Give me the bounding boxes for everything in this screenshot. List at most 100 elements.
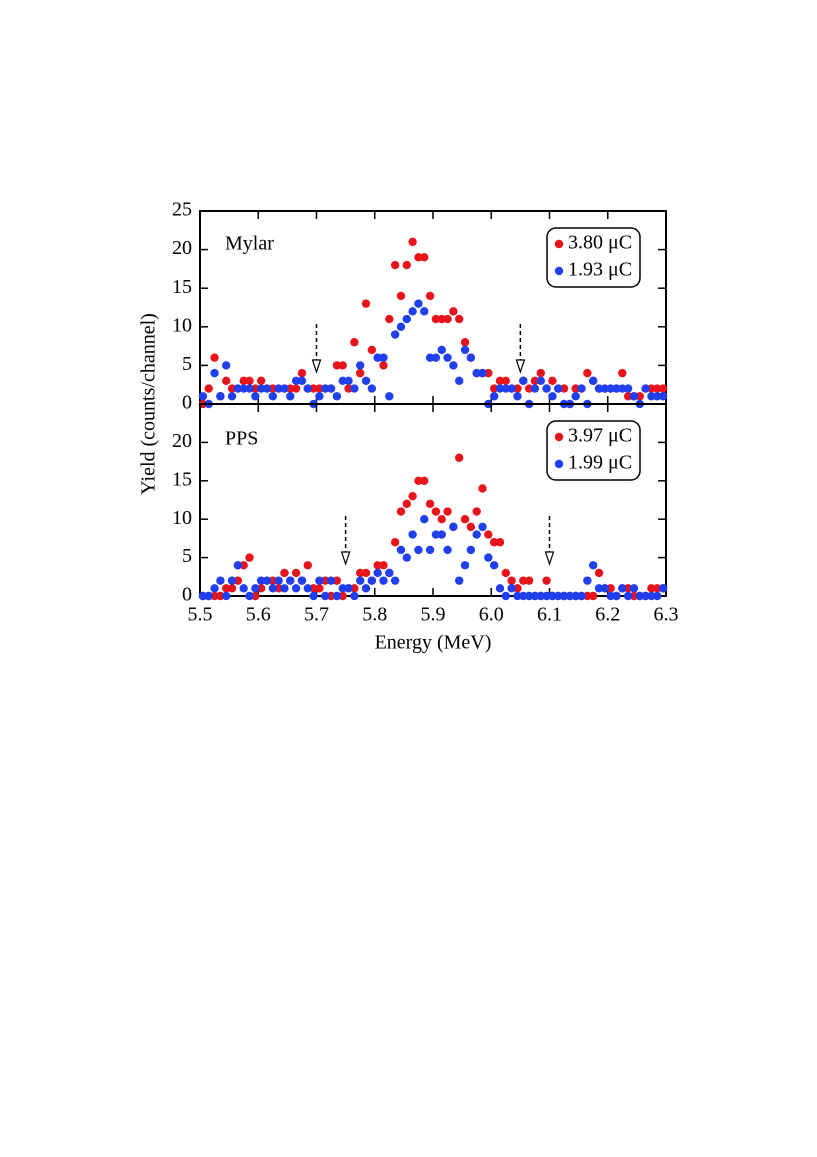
y-tick-label: 0 <box>182 392 192 414</box>
data-point <box>420 515 429 524</box>
data-point <box>414 545 423 555</box>
data-point <box>332 591 342 601</box>
data-point <box>355 568 365 578</box>
data-point <box>583 576 592 585</box>
data-point <box>379 353 388 362</box>
data-point <box>361 568 371 578</box>
data-point <box>519 376 528 386</box>
data-point <box>350 338 359 347</box>
data-point <box>647 591 656 601</box>
data-point <box>577 591 586 601</box>
data-point <box>641 591 650 601</box>
data-point <box>588 376 598 386</box>
data-point <box>256 576 266 585</box>
data-point <box>495 384 505 393</box>
arrow-head <box>515 359 526 374</box>
data-point <box>239 384 248 393</box>
data-point <box>583 591 592 601</box>
data-point <box>513 392 522 401</box>
data-point <box>390 330 400 339</box>
data-point <box>408 530 417 539</box>
data-point <box>443 314 452 324</box>
data-point <box>338 361 347 370</box>
data-point <box>198 392 208 401</box>
data-point <box>588 591 598 601</box>
data-point <box>286 392 295 401</box>
data-point <box>536 376 545 386</box>
data-point <box>489 561 499 570</box>
data-point <box>542 384 551 393</box>
data-point <box>606 591 615 601</box>
y-tick-label: 15 <box>172 276 192 298</box>
data-point <box>548 591 557 601</box>
y-tick-label: 0 <box>182 584 192 606</box>
data-point <box>623 584 633 593</box>
data-point <box>402 314 411 324</box>
data-point <box>291 384 301 393</box>
data-point <box>309 584 318 593</box>
data-point <box>396 322 406 331</box>
data-point <box>530 384 540 393</box>
data-point <box>198 591 208 601</box>
data-point <box>385 314 394 324</box>
data-point <box>478 484 487 493</box>
data-point <box>606 384 615 393</box>
data-point <box>315 576 324 585</box>
data-point <box>233 384 243 393</box>
data-point <box>286 384 295 393</box>
data-point <box>332 392 342 401</box>
data-point <box>390 538 400 547</box>
data-point <box>303 561 312 570</box>
data-point <box>256 384 266 393</box>
data-point <box>373 353 382 362</box>
data-point <box>385 392 394 401</box>
legend-label: 3.97 μC <box>568 425 632 447</box>
data-point <box>489 392 499 401</box>
data-point <box>460 515 470 524</box>
data-point <box>594 584 604 593</box>
data-point <box>390 260 400 270</box>
data-point <box>455 576 464 585</box>
data-point <box>629 591 639 601</box>
legend-box <box>546 420 641 481</box>
data-point <box>437 345 446 355</box>
data-point <box>216 392 225 401</box>
data-point <box>431 353 441 362</box>
data-point <box>653 384 662 393</box>
x-tick-label: 5.5 <box>188 604 213 626</box>
data-point <box>268 576 278 585</box>
data-point <box>571 591 580 601</box>
data-point <box>484 530 493 539</box>
data-point <box>408 491 417 501</box>
x-tick-label: 5.6 <box>246 604 271 626</box>
data-point <box>571 384 580 393</box>
data-point <box>513 584 522 593</box>
y-tick-label: 10 <box>172 314 192 336</box>
data-point <box>402 260 411 270</box>
data-point <box>420 476 429 485</box>
data-point <box>641 384 650 393</box>
data-point <box>361 376 371 386</box>
data-point <box>548 392 557 401</box>
data-point <box>251 591 260 601</box>
data-point <box>635 392 644 401</box>
data-point <box>297 576 307 585</box>
data-point <box>431 507 441 516</box>
data-point <box>455 453 464 462</box>
data-point <box>460 345 470 355</box>
data-point <box>460 561 470 570</box>
data-point <box>216 576 225 585</box>
data-point <box>449 361 458 370</box>
data-point <box>484 553 493 562</box>
data-point <box>280 384 289 393</box>
data-point <box>466 522 476 532</box>
data-point <box>425 291 435 301</box>
data-point <box>268 584 278 593</box>
data-point <box>571 392 580 401</box>
data-point <box>612 591 621 601</box>
data-point <box>466 353 476 362</box>
data-point <box>321 576 330 585</box>
data-point <box>588 561 598 570</box>
data-point <box>338 584 347 593</box>
data-point <box>536 591 545 601</box>
